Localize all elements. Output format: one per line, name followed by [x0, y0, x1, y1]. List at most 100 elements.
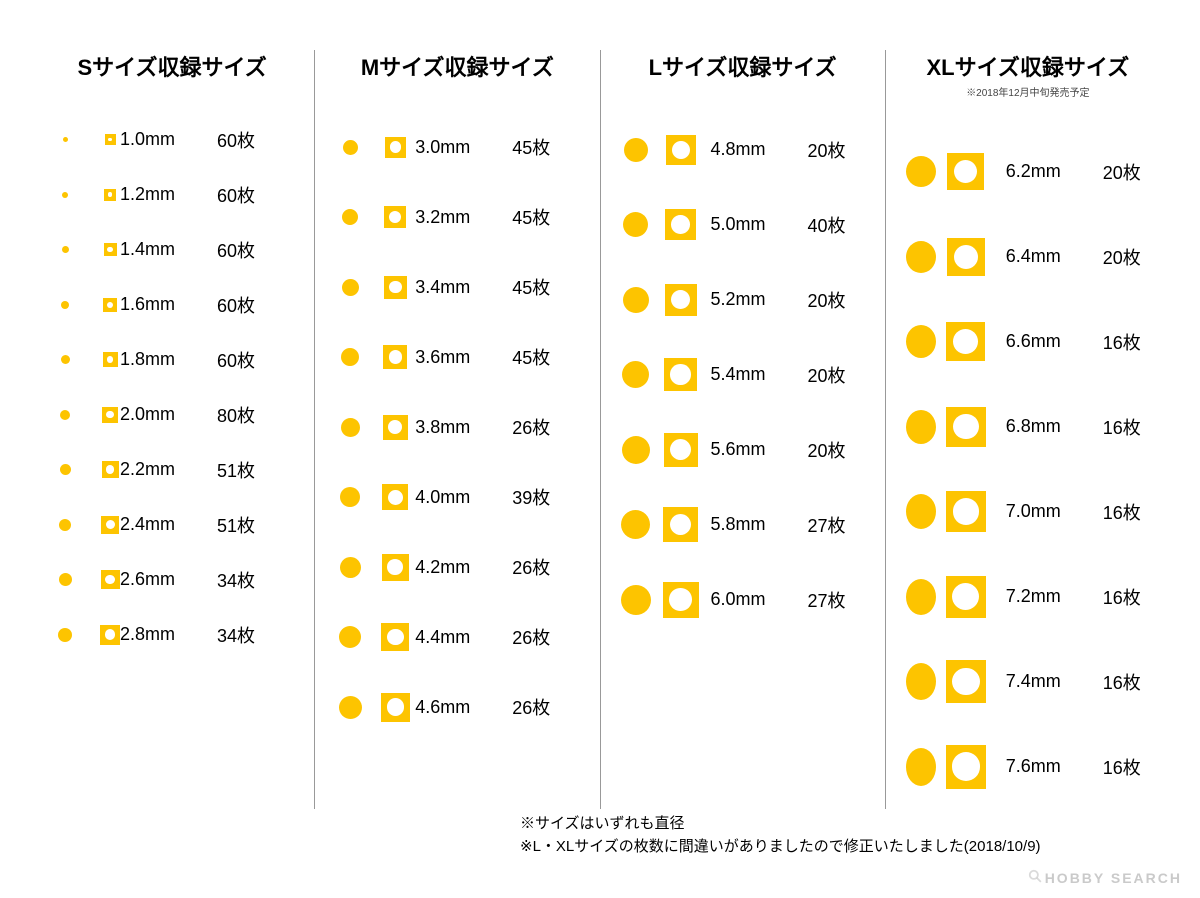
- footnote-line: ※L・XLサイズの枚数に間違いがありましたので修正いたしました(2018/10/…: [520, 836, 1041, 859]
- icon-pair: [335, 477, 415, 517]
- icon-pair: [50, 175, 120, 215]
- size-label: 5.4mm: [711, 364, 791, 385]
- size-label: 7.0mm: [1006, 501, 1086, 522]
- count-label: 26枚: [495, 414, 550, 440]
- column-title: Lサイズ収録サイズ: [621, 50, 865, 82]
- icon-pair: [906, 662, 1006, 702]
- size-label: 5.2mm: [711, 289, 791, 310]
- count-label: 34枚: [200, 567, 255, 593]
- circle-icon: [906, 410, 936, 444]
- count-label: 16枚: [1086, 669, 1141, 695]
- square-hole-icon: [947, 153, 984, 190]
- icon-pair: [50, 230, 120, 270]
- icon-pair: [621, 505, 711, 545]
- size-label: 3.2mm: [415, 207, 495, 228]
- circle-icon: [623, 287, 649, 313]
- square-hole-icon: [946, 660, 986, 703]
- square-hole-icon: [946, 576, 986, 618]
- count-label: 16枚: [1086, 329, 1141, 355]
- count-label: 60枚: [200, 292, 255, 318]
- icon-pair: [906, 492, 1006, 532]
- icon-pair: [335, 127, 415, 167]
- icon-pair: [335, 197, 415, 237]
- columns-container: Sサイズ収録サイズ1.0mm60枚1.2mm60枚1.4mm60枚1.6mm60…: [0, 0, 1200, 829]
- icon-pair: [335, 267, 415, 307]
- square-hole-icon: [946, 745, 986, 789]
- circle-icon: [59, 573, 72, 586]
- watermark-text: HOBBY SEARCH: [1045, 870, 1182, 886]
- circle-icon: [339, 626, 361, 648]
- column-title: Mサイズ収録サイズ: [335, 50, 579, 82]
- size-label: 6.0mm: [711, 589, 791, 610]
- circle-icon: [906, 494, 936, 529]
- icon-pair: [906, 152, 1006, 192]
- column-header: Lサイズ収録サイズ: [621, 50, 865, 82]
- icon-pair: [50, 505, 120, 545]
- count-label: 26枚: [495, 554, 550, 580]
- icon-pair: [50, 450, 120, 490]
- circle-icon: [63, 137, 68, 142]
- square-hole-icon: [664, 358, 697, 391]
- size-row: 4.4mm26枚: [335, 602, 579, 672]
- size-label: 2.4mm: [120, 514, 200, 535]
- size-label: 6.8mm: [1006, 416, 1086, 437]
- icon-pair: [50, 560, 120, 600]
- size-label: 3.0mm: [415, 137, 495, 158]
- icon-pair: [906, 407, 1006, 447]
- size-label: 6.6mm: [1006, 331, 1086, 352]
- size-label: 7.2mm: [1006, 586, 1086, 607]
- count-label: 20枚: [791, 362, 846, 388]
- square-hole-icon: [381, 693, 410, 722]
- circle-icon: [906, 325, 936, 358]
- icon-pair: [50, 120, 120, 160]
- count-label: 16枚: [1086, 754, 1141, 780]
- size-label: 1.4mm: [120, 239, 200, 260]
- size-row: 6.4mm20枚: [906, 214, 1150, 299]
- rows: 6.2mm20枚6.4mm20枚6.6mm16枚6.8mm16枚7.0mm16枚…: [906, 129, 1150, 809]
- size-row: 6.6mm16枚: [906, 299, 1150, 384]
- square-hole-icon: [103, 352, 118, 367]
- size-label: 2.6mm: [120, 569, 200, 590]
- size-label: 5.0mm: [711, 214, 791, 235]
- circle-icon: [621, 585, 651, 615]
- square-hole-icon: [385, 137, 406, 158]
- icon-pair: [335, 617, 415, 657]
- size-label: 1.2mm: [120, 184, 200, 205]
- size-label: 4.6mm: [415, 697, 495, 718]
- square-hole-icon: [104, 189, 116, 201]
- circle-icon: [339, 696, 362, 719]
- circle-icon: [341, 348, 359, 366]
- column-header: Sサイズ収録サイズ: [50, 50, 294, 82]
- footnote-line: ※サイズはいずれも直径: [520, 813, 1041, 836]
- column-title: Sサイズ収録サイズ: [50, 50, 294, 82]
- size-label: 3.4mm: [415, 277, 495, 298]
- square-hole-icon: [663, 507, 698, 542]
- size-row: 4.6mm26枚: [335, 672, 579, 742]
- square-hole-icon: [102, 407, 118, 423]
- size-label: 7.6mm: [1006, 756, 1086, 777]
- square-hole-icon: [105, 134, 116, 145]
- count-label: 45枚: [495, 344, 550, 370]
- count-label: 45枚: [495, 204, 550, 230]
- icon-pair: [621, 280, 711, 320]
- icon-pair: [621, 205, 711, 245]
- size-label: 1.6mm: [120, 294, 200, 315]
- count-label: 60枚: [200, 237, 255, 263]
- count-label: 20枚: [1086, 244, 1141, 270]
- size-row: 1.6mm60枚: [50, 277, 294, 332]
- column-title: XLサイズ収録サイズ: [906, 50, 1150, 82]
- size-row: 3.2mm45枚: [335, 182, 579, 252]
- column-header: Mサイズ収録サイズ: [335, 50, 579, 82]
- column-subtitle: ※2018年12月中旬発売予定: [906, 84, 1150, 99]
- circle-icon: [62, 246, 69, 253]
- size-row: 2.2mm51枚: [50, 442, 294, 497]
- size-label: 4.4mm: [415, 627, 495, 648]
- size-row: 7.4mm16枚: [906, 639, 1150, 724]
- size-label: 3.6mm: [415, 347, 495, 368]
- icon-pair: [621, 430, 711, 470]
- search-icon: [1028, 869, 1042, 886]
- square-hole-icon: [384, 206, 406, 228]
- size-label: 4.2mm: [415, 557, 495, 578]
- size-row: 4.2mm26枚: [335, 532, 579, 602]
- size-row: 2.4mm51枚: [50, 497, 294, 552]
